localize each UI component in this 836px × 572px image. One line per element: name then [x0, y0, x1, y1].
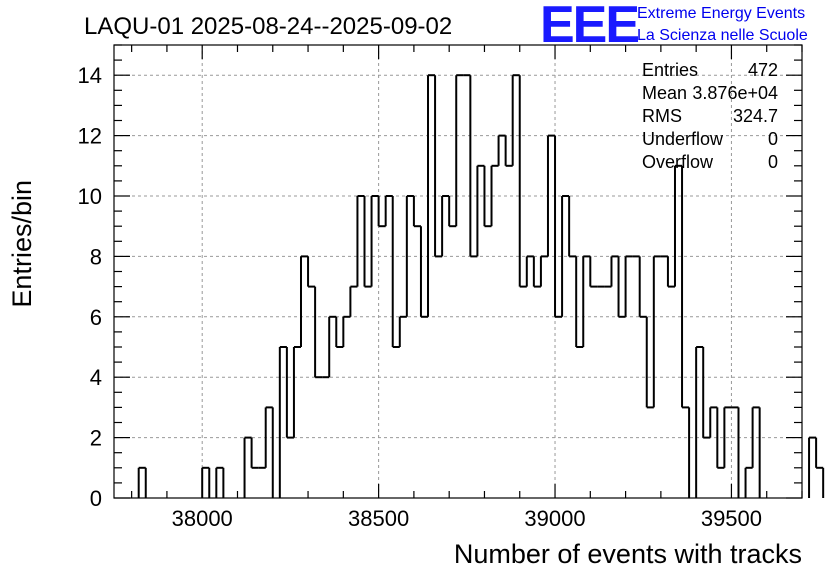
x-axis-title: Number of events with tracks [454, 539, 802, 569]
tick-labels: 38000 38500 39000 39500 0 2 4 6 8 10 12 14 [78, 63, 763, 531]
y-tick-label: 2 [90, 426, 102, 451]
stats-rms-value: 324.7 [733, 106, 778, 126]
y-tick-label: 6 [90, 305, 102, 330]
stats-entries-label: Entries [642, 60, 698, 80]
y-tick-label: 14 [78, 63, 102, 88]
y-tick-label: 0 [90, 486, 102, 511]
x-tick-label: 39000 [524, 506, 585, 531]
y-tick-label: 10 [78, 184, 102, 209]
y-tick-label: 12 [78, 124, 102, 149]
y-axis-title: Entries/bin [7, 180, 37, 308]
x-tick-label: 39500 [701, 506, 762, 531]
chart-title: LAQU-01 2025-08-24--2025-09-02 [84, 13, 452, 40]
logo-line-2: La Scienza nelle Scuole [637, 27, 808, 44]
logo-line-1: Extreme Energy Events [637, 5, 805, 22]
stats-entries-value: 472 [748, 60, 778, 80]
x-tick-label: 38000 [172, 506, 233, 531]
plot-frame [113, 44, 803, 499]
stats-mean-value: 3.876e+04 [692, 83, 778, 103]
y-tick-label: 8 [90, 244, 102, 269]
stats-mean-label: Mean [642, 83, 687, 103]
histogram-series [137, 74, 825, 498]
stats-underflow-label: Underflow [642, 129, 724, 149]
eee-logo: EEE Extreme Energy Events La Scienza nel… [540, 0, 808, 54]
stats-underflow-value: 0 [768, 129, 778, 149]
logo-mark: EEE [540, 0, 638, 54]
stats-box: Entries 472 Mean 3.876e+04 RMS 324.7 Und… [642, 60, 778, 172]
y-tick-label: 4 [90, 365, 102, 390]
stats-overflow-value: 0 [768, 152, 778, 172]
stats-overflow-label: Overflow [642, 152, 714, 172]
grid-lines [114, 45, 802, 498]
stats-rms-label: RMS [642, 106, 682, 126]
axis-ticks [114, 44, 803, 499]
x-tick-label: 38500 [348, 506, 409, 531]
